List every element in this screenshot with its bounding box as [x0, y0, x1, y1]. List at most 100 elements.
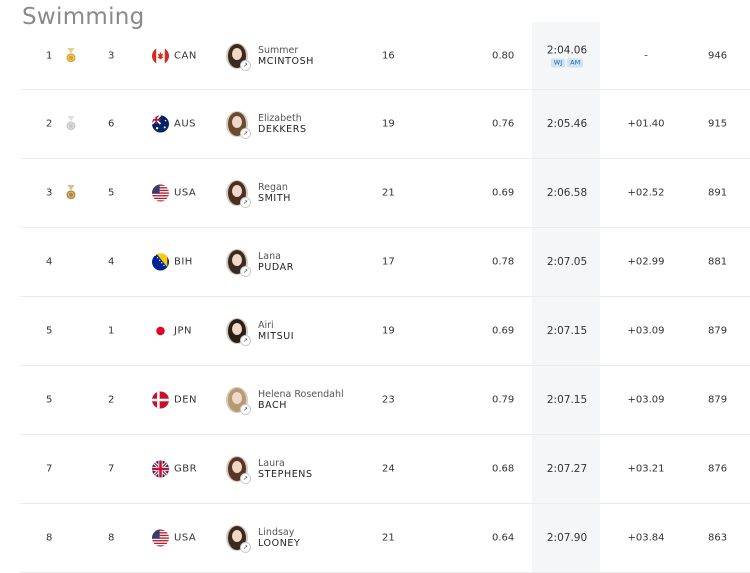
flag-icon: [152, 529, 169, 547]
profile-link-icon[interactable]: ↗: [240, 197, 251, 208]
profile-link-icon[interactable]: ↗: [240, 542, 251, 553]
rank: 5: [46, 394, 53, 406]
country-code: USA: [174, 532, 197, 544]
given-name: Elizabeth: [258, 113, 302, 124]
country-code: DEN: [174, 394, 197, 406]
flag-icon: [152, 253, 169, 271]
age: 19: [382, 325, 395, 337]
lane: 8: [108, 532, 115, 544]
given-name: Summer: [258, 44, 299, 56]
flag-icon: [152, 322, 169, 340]
table-row[interactable]: 4 4 BIH ↗ Lana PUDAR 17 0.78 2:07.05 +02.99 881: [20, 228, 750, 297]
result-time: 2:07.15: [542, 394, 592, 406]
athlete-name[interactable]: Lana PUDAR: [258, 251, 294, 273]
athlete-avatar[interactable]: ↗: [226, 456, 251, 484]
flag-icon: [152, 391, 169, 409]
page-title: Swimming: [22, 4, 145, 30]
athlete-avatar[interactable]: ↗: [226, 525, 251, 553]
given-name: Lindsay: [258, 527, 295, 538]
athlete-avatar[interactable]: ↗: [226, 387, 251, 415]
profile-link-icon[interactable]: ↗: [240, 266, 251, 277]
time-behind: +02.52: [627, 187, 665, 199]
points: 946: [708, 50, 728, 61]
country-code: CAN: [174, 50, 197, 61]
family-name: PUDAR: [258, 262, 294, 273]
athlete-name[interactable]: Helena Rosendahl BACH: [258, 389, 344, 411]
reaction-time: 0.69: [492, 325, 515, 337]
athlete-avatar[interactable]: ↗: [226, 249, 251, 277]
country-code: USA: [174, 187, 197, 199]
table-row[interactable]: 1 3 CAN ↗ Summer MCINTOSH 16 0.80 2:04.06 WJ AM - 94…: [20, 22, 750, 90]
reaction-time: 0.68: [492, 463, 515, 475]
country-code: BIH: [174, 256, 193, 268]
lane: 4: [108, 256, 115, 268]
time-column-highlight: [532, 90, 600, 158]
result-time: 2:07.27: [542, 463, 592, 475]
time-behind: +03.21: [627, 463, 665, 475]
points: 879: [708, 325, 728, 337]
gold-medal-icon: [64, 47, 78, 64]
result-time: 2:04.06 WJ AM: [542, 44, 592, 67]
table-row[interactable]: 5 2 DEN ↗ Helena Rosendahl BACH 23 0.79 2:07.15 +…: [20, 366, 750, 435]
time-value: 2:07.05: [546, 256, 588, 268]
rank: 4: [46, 256, 53, 268]
rank: 1: [46, 50, 53, 61]
table-row[interactable]: 8 8 USA ↗ Lindsay LOONEY 21 0.64 2:07.90 +03.84 86…: [20, 504, 750, 573]
bronze-medal-icon: [64, 185, 78, 201]
family-name: MITSUI: [258, 331, 295, 342]
family-name: MCINTOSH: [258, 55, 314, 67]
family-name: BACH: [258, 400, 288, 411]
time-behind: -: [644, 50, 648, 61]
time-behind: +02.99: [627, 256, 665, 268]
athlete-name[interactable]: Airi MITSUI: [258, 320, 294, 342]
result-time: 2:07.90: [542, 532, 592, 544]
table-row[interactable]: 2 6 AUS ↗ Elizabeth DEKKERS 19 0.76 2:05.46 +01.4…: [20, 90, 750, 159]
family-name: DEKKERS: [258, 124, 307, 135]
athlete-name[interactable]: Elizabeth DEKKERS: [258, 113, 307, 135]
time-column-highlight: [532, 504, 600, 572]
points: 876: [708, 463, 728, 475]
lane: 6: [108, 118, 115, 130]
lane: 2: [108, 394, 115, 406]
flag-icon: [152, 115, 169, 133]
time-value: 2:07.90: [546, 532, 588, 544]
athlete-avatar[interactable]: ↗: [226, 180, 251, 208]
table-row[interactable]: 7 7 GBR ↗ Laura STEPHENS 24 0.68 2:07.27 +03.21 87…: [20, 435, 750, 504]
results-table: 1 3 CAN ↗ Summer MCINTOSH 16 0.80 2:04.06 WJ AM -94…: [20, 22, 750, 573]
athlete-name[interactable]: Lindsay LOONEY: [258, 527, 300, 549]
athlete-avatar[interactable]: ↗: [226, 111, 251, 139]
time-column-highlight: [532, 159, 600, 227]
athlete-name[interactable]: Regan SMITH: [258, 182, 291, 204]
athlete-avatar[interactable]: ↗: [226, 42, 251, 71]
points: 881: [708, 256, 728, 268]
reaction-time: 0.80: [492, 50, 515, 61]
country-code: GBR: [174, 463, 198, 475]
athlete-avatar[interactable]: ↗: [226, 318, 251, 346]
profile-link-icon[interactable]: ↗: [240, 404, 251, 415]
age: 17: [382, 256, 395, 268]
athlete-name[interactable]: Summer MCINTOSH: [258, 45, 314, 67]
lane: 7: [108, 463, 115, 475]
given-name: Lana: [258, 251, 281, 262]
time-column-highlight: [532, 22, 600, 89]
points: 915: [708, 118, 728, 130]
family-name: STEPHENS: [258, 469, 313, 480]
age: 24: [382, 463, 395, 475]
rank: 8: [46, 532, 53, 544]
profile-link-icon[interactable]: ↗: [240, 335, 251, 346]
reaction-time: 0.78: [492, 256, 515, 268]
table-row[interactable]: 5 1 JPN ↗ Airi MITSUI 19 0.69 2:07.15 +03.09 879: [20, 297, 750, 366]
silver-medal-icon: [64, 116, 78, 132]
profile-link-icon[interactable]: ↗: [240, 128, 251, 139]
lane: 1: [108, 325, 115, 337]
time-value: 2:07.27: [546, 463, 588, 475]
table-row[interactable]: 3 5 USA ↗ Regan SMITH 21 0.69 2:06.58 +02.52 891: [20, 159, 750, 228]
time-value: 2:04.06: [546, 44, 588, 56]
profile-link-icon[interactable]: ↗: [240, 473, 251, 484]
points: 879: [708, 394, 728, 406]
rank: 2: [46, 118, 53, 130]
profile-link-icon[interactable]: ↗: [240, 59, 251, 71]
time-column-highlight: [532, 228, 600, 296]
result-time: 2:07.15: [542, 325, 592, 337]
athlete-name[interactable]: Laura STEPHENS: [258, 458, 313, 480]
